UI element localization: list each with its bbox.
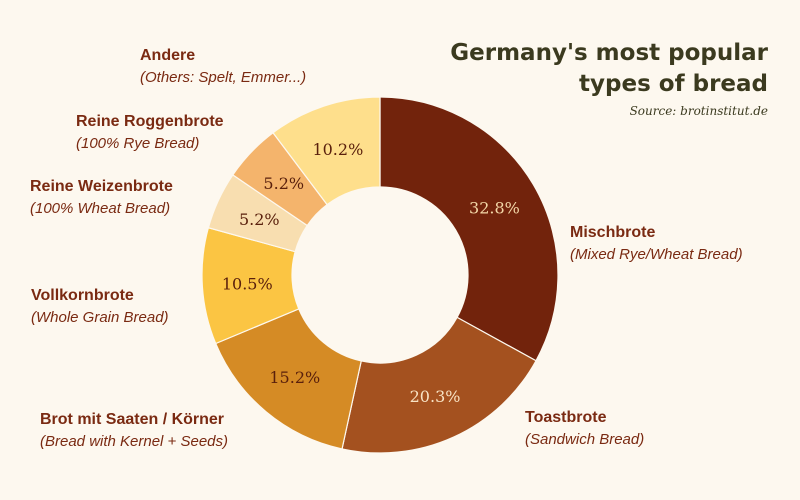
slice-value-label-0: 32.8%	[469, 198, 520, 217]
legend-label-roggen: Reine Roggenbrote (100% Rye Bread)	[76, 111, 224, 155]
slice-value-label-5: 5.2%	[263, 174, 304, 193]
chart-title-line-1: Germany's most popular	[450, 40, 768, 66]
slice-name: Brot mit Saaten / Körner	[40, 411, 225, 428]
slice-value-label-1: 20.3%	[410, 387, 461, 406]
slice-value-label-4: 5.2%	[239, 210, 280, 229]
donut-slice-1	[341, 316, 537, 454]
slice-name: Mischbrote	[570, 224, 656, 241]
legend-label-mischbrote: Mischbrote (Mixed Rye/Wheat Bread)	[570, 222, 743, 266]
legend-label-andere: Andere (Others: Spelt, Emmer...)	[140, 45, 306, 89]
slice-value-label-3: 10.5%	[222, 274, 273, 293]
slice-name: Toastbrote	[525, 409, 607, 426]
donut-slice-0	[379, 96, 559, 362]
slice-subtitle: (Bread with Kernel + Seeds)	[40, 433, 229, 450]
chart-source: Source: brotinstitut.de	[629, 104, 768, 118]
slice-subtitle: (100% Wheat Bread)	[30, 200, 171, 217]
slice-name: Andere	[140, 47, 196, 64]
legend-label-weizen: Reine Weizenbrote (100% Wheat Bread)	[30, 176, 173, 220]
slice-value-label-6: 10.2%	[312, 140, 363, 159]
slice-name: Vollkornbrote	[31, 287, 134, 304]
slice-value-label-2: 15.2%	[269, 368, 320, 387]
legend-label-vollkorn: Vollkornbrote (Whole Grain Bread)	[31, 285, 169, 329]
slice-name: Reine Weizenbrote	[30, 178, 173, 195]
slice-name: Reine Roggenbrote	[76, 113, 224, 130]
chart-title-block: Germany's most popular types of bread So…	[450, 38, 768, 118]
legend-label-saaten: Brot mit Saaten / Körner (Bread with Ker…	[40, 409, 228, 453]
slice-subtitle: (Others: Spelt, Emmer...)	[140, 69, 307, 86]
chart-title-line-2: types of bread	[579, 71, 768, 97]
legend-label-toastbrote: Toastbrote (Sandwich Bread)	[525, 407, 644, 451]
donut-slice-6	[272, 96, 381, 206]
slice-subtitle: (Whole Grain Bread)	[31, 309, 169, 326]
slice-subtitle: (100% Rye Bread)	[76, 135, 200, 152]
slice-subtitle: (Mixed Rye/Wheat Bread)	[570, 246, 743, 263]
slice-subtitle: (Sandwich Bread)	[525, 431, 645, 448]
donut-slice-2	[214, 308, 362, 450]
